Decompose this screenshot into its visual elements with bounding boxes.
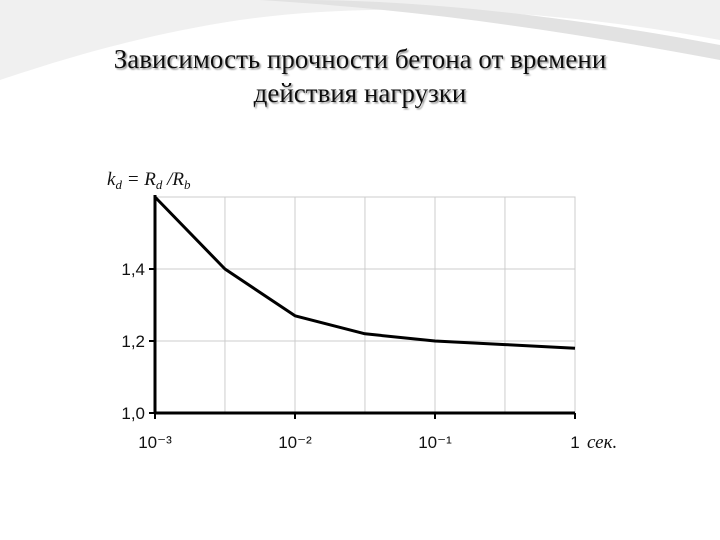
x-tick-label: 10⁻² xyxy=(278,433,312,452)
swoosh xyxy=(0,0,720,80)
chart-title: Зависимость прочности бетона от времени xyxy=(114,44,607,74)
y-label-part: = R xyxy=(122,169,156,190)
chart-title: действия нагрузки xyxy=(254,78,467,108)
x-tick-label: 10⁻¹ xyxy=(418,433,452,452)
y-tick-label: 1,2 xyxy=(121,332,145,351)
line xyxy=(153,195,576,350)
x-tick-label: 10⁻³ xyxy=(138,433,172,452)
y-label: kd = Rd /Rb xyxy=(107,169,191,192)
chart-area xyxy=(115,170,595,465)
y-label-part: d xyxy=(156,177,163,192)
y-label-part: k xyxy=(107,169,116,190)
x-tick-label: 1 xyxy=(570,433,579,452)
y-label-part: /R xyxy=(162,169,184,190)
y-tick-label: 1,4 xyxy=(121,260,145,279)
x-unit: сек. xyxy=(587,432,617,453)
y-label-part: d xyxy=(115,177,122,192)
y-tick-label: 1,0 xyxy=(121,404,145,423)
swoosh-accent xyxy=(260,0,720,60)
y-label-part: b xyxy=(184,177,191,192)
